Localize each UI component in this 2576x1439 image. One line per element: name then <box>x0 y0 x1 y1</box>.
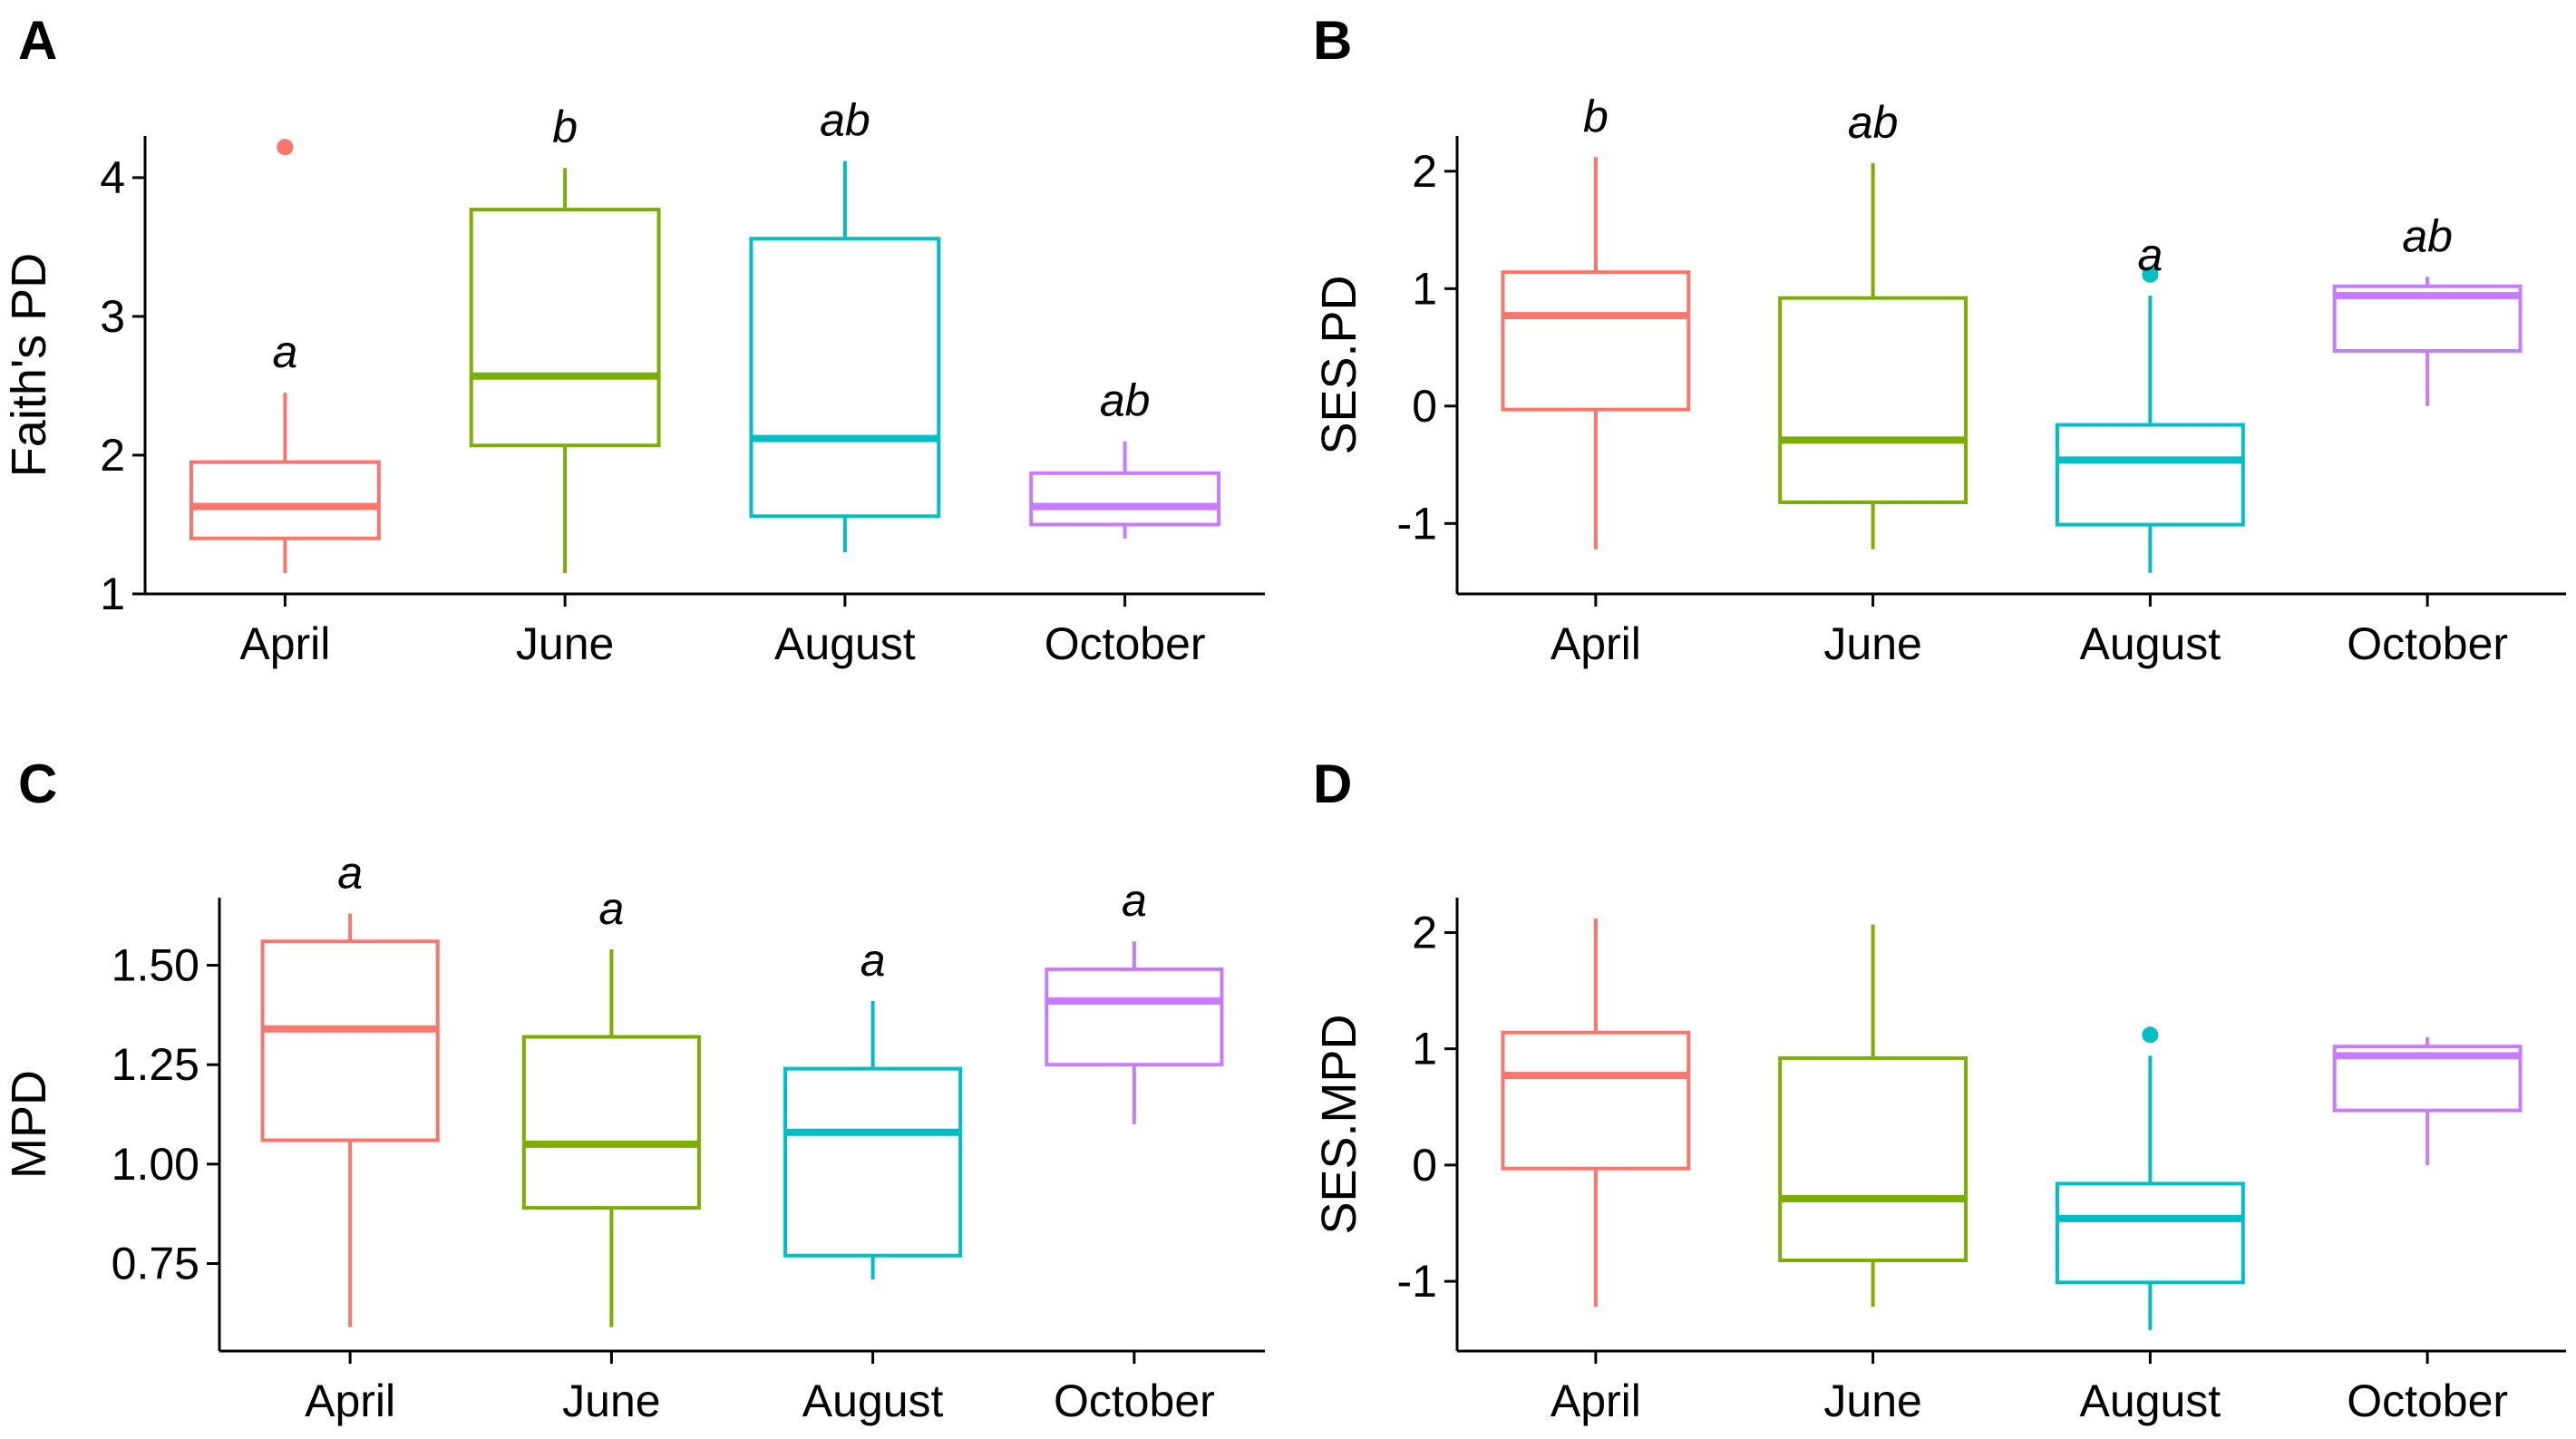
x-tick-label: August <box>2080 618 2221 669</box>
y-tick-label: 3 <box>100 291 125 342</box>
y-tick-label: 1 <box>1412 1024 1437 1074</box>
box-october: a <box>1045 875 1224 1124</box>
box-april <box>1501 919 1691 1308</box>
x-tick-label: April <box>1550 618 1641 669</box>
x-tick-label: April <box>239 618 330 669</box>
box-iqr <box>1778 1055 1968 1263</box>
significance-letter: a <box>337 848 363 899</box>
box-june: ab <box>1778 97 1968 549</box>
x-tick-label: October <box>2347 1376 2508 1426</box>
panel-d: D -1 0 1 2 SES.MPD April June August October <box>1312 754 2566 1426</box>
x-tick-label: October <box>2347 618 2508 669</box>
box-iqr <box>260 939 440 1142</box>
significance-letter: b <box>552 102 578 152</box>
box-june: b <box>469 102 661 574</box>
y-tick-label: -1 <box>1397 1256 1437 1307</box>
significance-letter: a <box>860 935 886 986</box>
significance-letter: a <box>272 326 297 377</box>
significance-letter: a <box>2137 229 2163 280</box>
panel-letter: B <box>1313 10 1352 71</box>
box-iqr <box>1045 967 1224 1067</box>
box-iqr <box>1501 1030 1691 1171</box>
significance-letter: ab <box>1100 375 1151 426</box>
box-august: a <box>2055 229 2245 573</box>
x-tick-label: August <box>802 1376 944 1426</box>
y-tick-label: 1.25 <box>112 1039 199 1090</box>
x-tick-label: August <box>2080 1376 2221 1426</box>
box-april: a <box>189 139 381 574</box>
significance-letter: ab <box>820 95 870 146</box>
x-tick-label: August <box>774 618 916 669</box>
y-tick-label: 1.00 <box>112 1139 199 1190</box>
box-iqr <box>2055 423 2245 527</box>
box-june: a <box>521 883 701 1327</box>
box-june <box>1778 924 1968 1308</box>
outlier-point <box>277 139 294 156</box>
outlier-point <box>2142 266 2159 283</box>
box-iqr <box>2055 1181 2245 1285</box>
y-tick-label: 1 <box>1412 263 1437 314</box>
box-iqr <box>1501 270 1691 412</box>
box-iqr <box>1778 296 1968 505</box>
box-august: a <box>783 935 963 1280</box>
x-tick-label: June <box>1823 1376 1921 1426</box>
significance-letter: a <box>1122 875 1147 926</box>
x-tick-label: October <box>1054 1376 1215 1426</box>
box-august <box>2055 1026 2245 1330</box>
x-tick-label: April <box>305 1376 395 1426</box>
box-iqr <box>783 1066 963 1258</box>
y-tick-label: 4 <box>100 152 125 203</box>
y-tick-label: 2 <box>1412 907 1437 958</box>
x-tick-label: April <box>1550 1376 1641 1426</box>
significance-letter: b <box>1583 91 1609 141</box>
y-axis-label: SES.PD <box>1312 275 1366 454</box>
panel-letter: C <box>18 754 57 814</box>
x-tick-label: June <box>562 1376 660 1426</box>
panel-letter: A <box>18 10 57 71</box>
significance-letter: a <box>598 883 624 934</box>
y-tick-label: 0 <box>1412 1140 1437 1191</box>
panel-letter: D <box>1313 754 1352 814</box>
y-tick-label: 2 <box>100 430 125 481</box>
y-tick-label: 2 <box>1412 146 1437 197</box>
box-iqr <box>469 208 661 448</box>
box-october: ab <box>1029 375 1221 539</box>
y-axis-label: MPD <box>2 1070 56 1179</box>
significance-letter: ab <box>1848 97 1899 148</box>
box-april: a <box>260 848 440 1327</box>
box-iqr <box>521 1035 701 1211</box>
y-tick-label: 0 <box>1412 381 1437 432</box>
y-tick-label: 1.50 <box>112 940 199 991</box>
box-iqr <box>1029 471 1221 527</box>
y-axis-label: Faith's PD <box>2 253 56 477</box>
y-axis-label: SES.MPD <box>1312 1014 1366 1234</box>
y-tick-label: 0.75 <box>112 1239 199 1289</box>
x-tick-label: June <box>516 618 614 669</box>
box-iqr <box>189 460 381 540</box>
y-tick-label: 1 <box>100 569 125 619</box>
outlier-point <box>2142 1026 2159 1044</box>
x-tick-label: October <box>1045 618 1206 669</box>
y-tick-label: -1 <box>1397 498 1437 549</box>
box-iqr <box>749 237 941 519</box>
box-october <box>2332 1036 2523 1165</box>
panel-c: C 0.75 1.00 1.25 1.50 MPD April June August Octob… <box>2 754 1265 1426</box>
box-april: b <box>1501 91 1691 549</box>
panel-b: B -1 0 1 2 SES.PD April June August October b ab a ab <box>1312 10 2566 669</box>
significance-letter: ab <box>2402 210 2453 261</box>
box-august: ab <box>749 95 941 553</box>
box-october: ab <box>2332 210 2523 406</box>
x-tick-label: June <box>1823 618 1921 669</box>
